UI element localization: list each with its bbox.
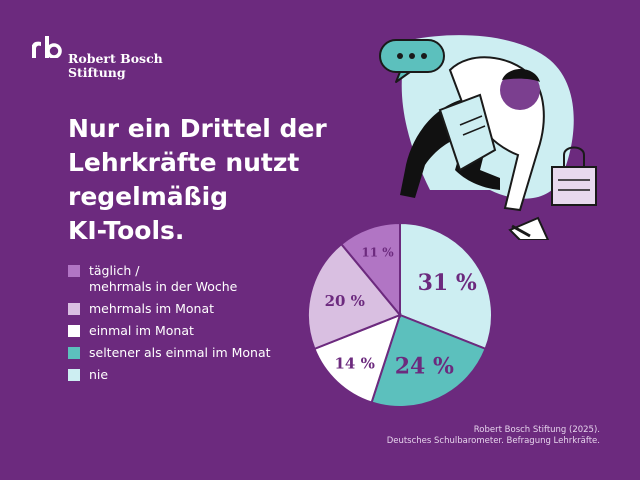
headline-line: regelmäßig xyxy=(68,182,229,211)
reading-person-illustration xyxy=(379,35,597,240)
legend-item: einmal im Monat xyxy=(68,323,271,339)
logo-mark-icon xyxy=(32,36,62,58)
brand-name-line2: Stiftung xyxy=(68,65,126,80)
pie-slice xyxy=(307,242,402,351)
legend-swatch xyxy=(68,303,80,315)
headline: Nur ein Drittel der Lehrkräfte nutzt reg… xyxy=(68,112,358,248)
notepad-pencil-icon xyxy=(508,216,550,240)
brand-logo: Robert Bosch Stiftung xyxy=(32,36,163,80)
pie-slice-label: 11 % xyxy=(361,246,394,260)
pie-slice-label: 20 % xyxy=(325,292,365,310)
chart-legend: täglich / mehrmals in der Woche mehrmals… xyxy=(68,263,271,389)
legend-label: einmal im Monat xyxy=(89,323,194,338)
brand-name: Robert Bosch Stiftung xyxy=(68,52,163,80)
legend-label: mehrmals im Monat xyxy=(89,301,215,316)
legend-item: seltener als einmal im Monat xyxy=(68,345,271,361)
headline-line: KI-Tools. xyxy=(68,216,185,245)
legend-swatch xyxy=(68,265,80,277)
source-line: Robert Bosch Stiftung (2025). xyxy=(473,425,600,435)
pie-slice xyxy=(339,221,401,318)
legend-label: nie xyxy=(89,367,109,382)
pie-slice-label: 24 % xyxy=(395,354,454,380)
legend-swatch xyxy=(68,325,80,337)
pie-slice-label: 31 % xyxy=(418,270,477,296)
pie-slice xyxy=(313,313,402,404)
person-head xyxy=(500,70,540,110)
pie-slice xyxy=(370,313,487,408)
pie-slice xyxy=(399,221,493,351)
headline-line: Lehrkräfte nutzt xyxy=(68,148,300,177)
legend-label: täglich / mehrmals in der Woche xyxy=(89,263,238,294)
legend-item: mehrmals im Monat xyxy=(68,301,271,317)
pie-slice-label: 14 % xyxy=(334,354,374,372)
source-line: Deutsches Schulbarometer. Befragung Lehr… xyxy=(386,436,600,446)
legend-label: seltener als einmal im Monat xyxy=(89,345,271,360)
pie-chart: 31 % 24 % 14 % 20 % 11 % xyxy=(307,221,493,408)
book-icon xyxy=(438,93,497,172)
brand-name-line1: Robert Bosch xyxy=(68,51,163,66)
chat-bubble-icon xyxy=(379,39,445,83)
headline-line: Nur ein Drittel der xyxy=(68,114,327,143)
legend-item: täglich / mehrmals in der Woche xyxy=(68,263,271,295)
legend-item: nie xyxy=(68,367,271,383)
source-note: Robert Bosch Stiftung (2025). Deutsches … xyxy=(387,425,600,447)
legend-swatch xyxy=(68,369,80,381)
handbag-icon xyxy=(551,146,597,206)
legend-swatch xyxy=(68,347,80,359)
